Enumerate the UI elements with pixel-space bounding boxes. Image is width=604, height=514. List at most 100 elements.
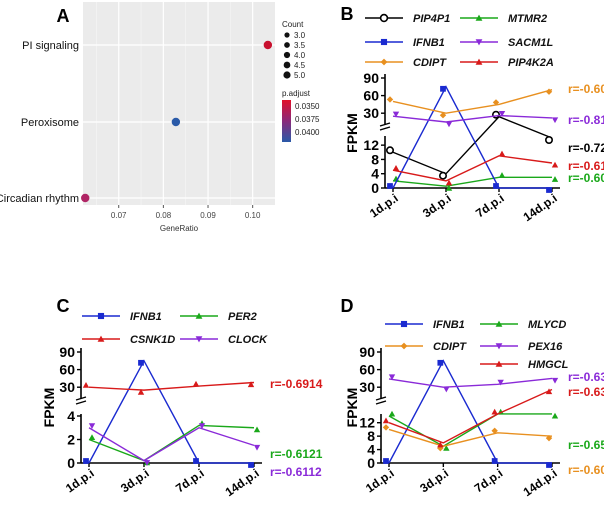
legend-label: IFNB1 — [130, 311, 162, 323]
series-point-0-2 — [491, 110, 500, 119]
series-point-0-2 — [193, 458, 199, 464]
legend-count-dot-4 — [283, 71, 291, 79]
y-tick-label: 4 — [67, 408, 75, 424]
series-point-3-1 — [445, 121, 453, 128]
legend-label: CLOCK — [228, 334, 268, 346]
y-tick-label: 12 — [359, 415, 375, 431]
dot-2 — [81, 193, 90, 203]
series-point-1-0 — [88, 434, 96, 441]
legend-label: CSNK1D — [130, 334, 175, 346]
legend-label: MTMR2 — [508, 13, 547, 25]
r-label: r=-0.6377 — [568, 370, 604, 384]
series-point-3-2 — [497, 379, 504, 386]
series-point-3-1 — [443, 386, 450, 393]
x-axis-label: GeneRatio — [160, 224, 199, 233]
legend-marker-5 — [475, 58, 483, 65]
legend-marker-0 — [97, 312, 105, 320]
r-label: r=-0.8139 — [568, 113, 604, 127]
series-point-3-3 — [253, 444, 261, 451]
x-tick-label: 14d.p.i — [521, 191, 560, 224]
y-category-label: PI signaling — [22, 40, 79, 52]
series-line-5 — [392, 155, 553, 182]
series-point-2-0 — [382, 424, 390, 431]
series-point-3-2 — [498, 110, 506, 117]
axis-break-1 — [75, 396, 87, 401]
panel-a: A 0.07 0.08 0.09 0.10 PI signaling Peroxisome C… — [0, 2, 320, 233]
r-label: r=-0.6030 — [568, 463, 604, 477]
series-point-5-1 — [445, 179, 453, 186]
r-label: r=-0.6121 — [270, 447, 323, 461]
legend-count-label: 4.0 — [294, 51, 306, 60]
series-point-1-0 — [388, 410, 396, 417]
r-label: r=-0.6009 — [568, 171, 604, 185]
series-point-3-0 — [88, 423, 96, 429]
legend-marker-4 — [495, 360, 503, 367]
series-point-4-2 — [491, 408, 498, 415]
series-point-4-0 — [382, 417, 390, 424]
y-tick-label: 90 — [359, 344, 375, 360]
series-line-1 — [388, 413, 552, 448]
x-tick-label: 3d.p.i — [417, 466, 451, 495]
x-tick-label: 3d.p.i — [420, 191, 454, 220]
y-tick-label: 60 — [363, 88, 379, 104]
series-point-2-2 — [192, 380, 200, 387]
x-tick-label: 7d.p.i — [473, 191, 507, 220]
y-tick-label: 90 — [363, 70, 379, 86]
legend-label: CDIPT — [413, 57, 447, 69]
legend-marker-1 — [195, 312, 203, 319]
legend-label: IFNB1 — [413, 37, 445, 49]
series-point-3-3 — [551, 377, 559, 384]
series-point-0-1 — [138, 359, 144, 366]
y-tick-label: 30 — [359, 379, 375, 395]
y-tick-label: 90 — [59, 344, 75, 360]
series-point-3-3 — [551, 117, 559, 124]
legend-label: CDIPT — [433, 341, 467, 353]
x-tick-label: 0.09 — [200, 211, 216, 220]
axis-break-2 — [379, 126, 391, 131]
legend-marker-3 — [195, 336, 203, 343]
series-point-0-3 — [546, 462, 552, 468]
x-tick-label: 3d.p.i — [118, 466, 152, 495]
r-label: r=-0.6560 — [568, 438, 604, 452]
series-line-4 — [392, 89, 553, 114]
panel-letter: D — [341, 296, 354, 316]
series-line-4 — [388, 388, 553, 444]
r-label: r=-0.6317 — [568, 385, 604, 399]
series-point-2-1 — [137, 388, 145, 395]
series-point-4-1 — [439, 112, 447, 119]
series-point-1-3 — [253, 426, 261, 433]
x-tick-label: 0.10 — [245, 211, 261, 220]
y-tick-label: 0 — [371, 180, 379, 196]
series-point-5-0 — [392, 164, 400, 171]
series-line-0 — [388, 359, 552, 464]
legend-count-label: 3.5 — [294, 41, 306, 50]
r-label: r=-0.6030 — [568, 82, 604, 96]
series-point-5-3 — [551, 161, 559, 168]
series-point-0-1 — [438, 171, 447, 180]
y-tick-label: 12 — [363, 137, 379, 153]
series-point-3-0 — [388, 374, 396, 381]
x-tick-label: 14d.p.i — [223, 466, 262, 499]
series-line-2 — [392, 85, 552, 189]
series-line-0 — [392, 115, 553, 175]
r-label: r=-0.7224 — [568, 141, 604, 155]
series-line-3 — [388, 377, 553, 388]
y-tick-label: 0 — [367, 455, 375, 471]
y-tick-label: 2 — [67, 432, 75, 448]
series-point-4-3 — [545, 388, 553, 395]
series-point-2-3 — [546, 187, 552, 193]
r-label: r=-0.6914 — [270, 377, 323, 391]
y-tick-label: 4 — [371, 166, 379, 182]
legend-marker-2 — [380, 38, 388, 46]
series-point-3-0 — [392, 111, 400, 118]
series-point-3-2 — [198, 423, 206, 429]
series-point-4-3 — [545, 88, 553, 95]
series-point-4-0 — [386, 96, 394, 103]
series-point-0-1 — [437, 359, 444, 366]
panel-letter: B — [341, 4, 354, 24]
series-point-0-3 — [248, 462, 254, 468]
series-point-2-1 — [440, 85, 446, 92]
legend-label: PIP4P1 — [413, 13, 450, 25]
series-point-0-2 — [491, 458, 498, 464]
